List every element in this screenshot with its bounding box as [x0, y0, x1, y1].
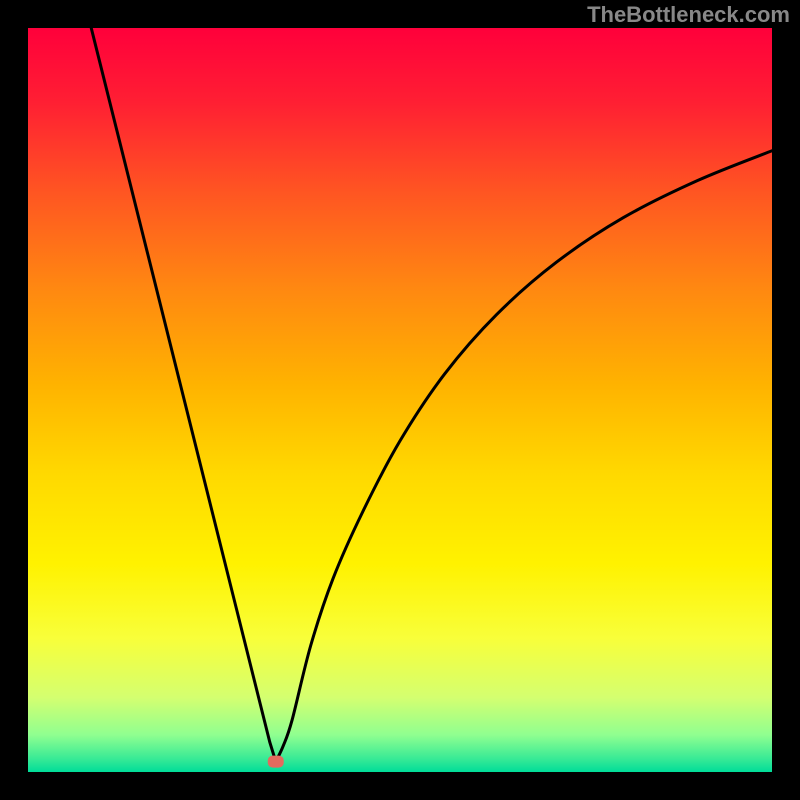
chart-container: TheBottleneck.com — [0, 0, 800, 800]
plot-background — [28, 28, 772, 772]
minimum-marker — [268, 756, 284, 768]
watermark-text: TheBottleneck.com — [587, 2, 790, 28]
chart-svg — [0, 0, 800, 800]
